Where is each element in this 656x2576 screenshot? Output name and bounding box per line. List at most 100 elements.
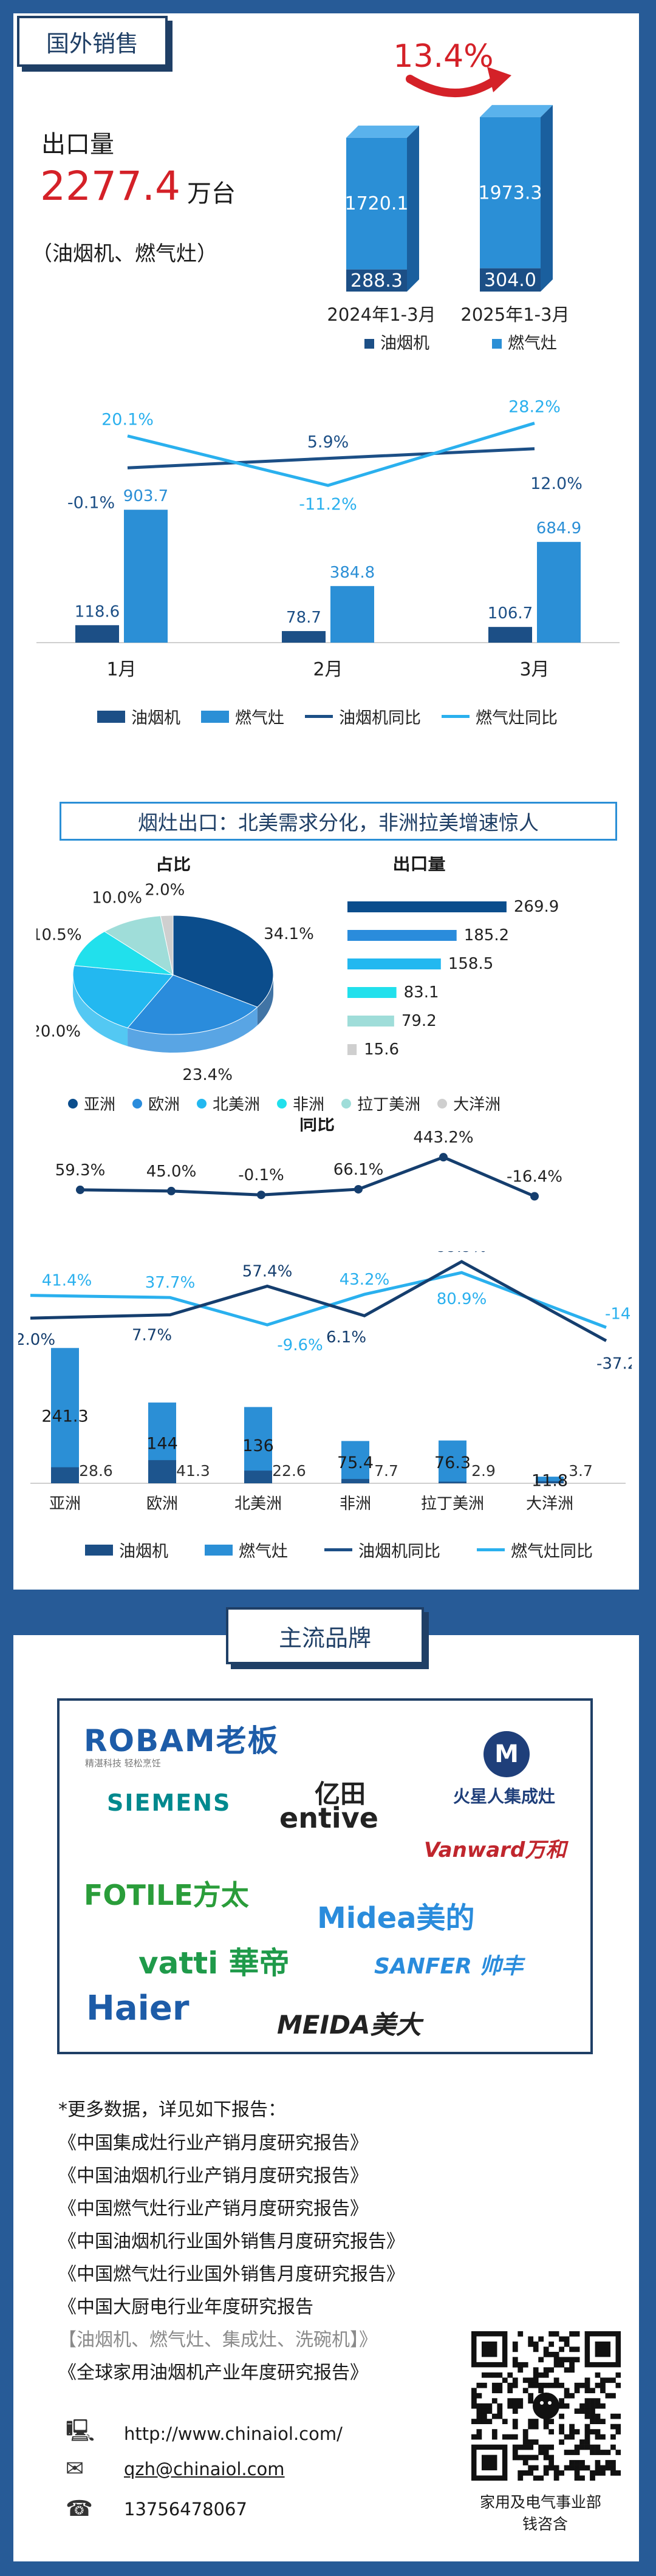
report-item[interactable]: 《全球家用油烟机产业年度研究报告》 [58,2362,368,2383]
legend-item-asia: 亚洲 [68,1092,115,1115]
qr-module [538,2336,544,2342]
qr-module [584,2434,590,2440]
website-url[interactable]: http://www.chinaiol.com/ [124,2423,343,2444]
qr-module [590,2450,595,2455]
brand-robam-tagline: 精湛科技 轻松烹饪 [85,1758,161,1769]
brand-vanward-logo: Vanward万和 [424,1838,567,1862]
monthly-export-chart: 118.6 903.7 1月 78.7 384.8 2月 106.7 684.9 3月 -0.1%… [36,398,620,680]
qr-module [538,2475,544,2481]
hbar [347,958,441,969]
qr-module [543,2367,549,2373]
legend-item-range-hood: 油烟机 [97,705,180,728]
qr-finder [595,2341,611,2357]
qr-module [512,2357,518,2363]
yoy-label: 45.0% [146,1163,197,1181]
region-legend: 亚洲 欧洲 北美洲 非洲 拉丁美洲 大洋洲 [68,1092,501,1115]
bar-gas-stove [536,1477,564,1483]
qr-module [579,2465,585,2471]
qr-module [481,2419,487,2424]
bar-top-face [480,104,553,117]
qr-module [595,2450,601,2455]
hbar [347,987,397,998]
yoy-label: -11.2% [299,495,357,514]
legend-label: 燃气灶 [239,1542,288,1561]
legend-label: 燃气灶 [235,709,284,728]
yoy-line [80,1155,535,1198]
legend-label: 油烟机同比 [358,1542,440,1561]
yoy-label: 7.7% [132,1327,172,1345]
data-label: 11.8 [531,1472,568,1491]
qr-module [584,2424,590,2430]
qr-module [512,2346,518,2352]
pie-slice [104,915,174,976]
qr-module [528,2393,534,2399]
qr-module [548,2341,555,2347]
report-item[interactable]: 《中国大厨电行业年度研究报告 [58,2297,313,2318]
data-label: 158.5 [448,955,493,973]
bar-range-hood [244,1471,272,1483]
qr-module [533,2367,539,2373]
qr-module [507,2372,513,2378]
report-item[interactable]: 《中国集成灶行业产销月度研究报告》 [58,2133,368,2154]
qr-module [476,2403,482,2409]
legend-item-range-hood: 油烟机 [85,1538,168,1562]
pie-slice [160,915,174,975]
contact-website[interactable]: 🖳 http://www.chinaiol.com/ [66,2415,343,2452]
qr-module [476,2413,482,2419]
legend-line [305,715,333,718]
qr-module [543,2444,549,2450]
qr-module [548,2444,555,2450]
qr-module [538,2382,544,2388]
bar-range-hood [488,627,532,643]
report-item[interactable]: 《中国油烟机行业国外销售月度研究报告》 [58,2231,405,2252]
export-note: （油烟机、燃气灶） [32,242,217,266]
legend-swatch [277,1098,287,1109]
data-label: 304.0 [484,270,536,291]
qr-module [600,2388,606,2394]
yoy-label: 57.4% [242,1262,293,1280]
x-tick-label: 亚洲 [49,1495,81,1513]
qr-module [600,2470,606,2476]
legend-swatch [85,1544,113,1556]
contact-email[interactable]: ✉ qzh@chinaiol.com [66,2456,285,2481]
report-item[interactable]: 《中国油烟机行业产销月度研究报告》 [58,2165,368,2187]
qr-module [574,2388,580,2394]
qr-module [491,2434,497,2440]
report-item[interactable]: 《中国燃气灶行业产销月度研究报告》 [58,2198,368,2219]
qr-module [569,2346,575,2352]
phone-number[interactable]: 13756478067 [124,2498,247,2520]
qr-module [533,2455,539,2461]
qr-module [538,2450,544,2455]
legend-item-europe: 欧洲 [132,1092,180,1115]
export-value: 2277.4 [40,163,180,210]
qr-module [491,2388,497,2394]
qr-module [512,2398,518,2404]
qr-module [584,2465,590,2471]
qr-module [476,2419,482,2424]
qr-module [559,2403,564,2409]
legend-swatch [201,710,229,723]
brand-midea-logo: Midea美的 [317,1901,475,1935]
qr-module [518,2367,524,2373]
report-item[interactable]: 《中国燃气灶行业国外销售月度研究报告》 [58,2264,405,2285]
qr-module [615,2382,621,2388]
qr-module [574,2429,580,2434]
qr-module [590,2403,595,2409]
yoy-point [354,1184,363,1194]
bar-gas-stove [341,1441,369,1483]
monthly-legend: 油烟机 燃气灶 油烟机同比 燃气灶同比 [97,705,578,728]
yoy-label: 28.2% [508,398,561,417]
data-label: 76.3 [434,1454,471,1472]
qr-module [538,2444,544,2450]
export-label: 出口量 [41,131,114,159]
qr-module [600,2450,606,2455]
wechat-qr-code[interactable] [471,2331,621,2481]
qr-module [497,2388,503,2394]
legend-label: 油烟机同比 [339,709,421,728]
qr-module [543,2465,549,2471]
contact-phone[interactable]: ☎ 13756478067 [66,2496,247,2521]
pie-label: 20.0% [36,1023,81,1041]
qr-module [584,2398,590,2404]
qr-module [569,2367,575,2373]
email-address[interactable]: qzh@chinaiol.com [124,2458,285,2479]
